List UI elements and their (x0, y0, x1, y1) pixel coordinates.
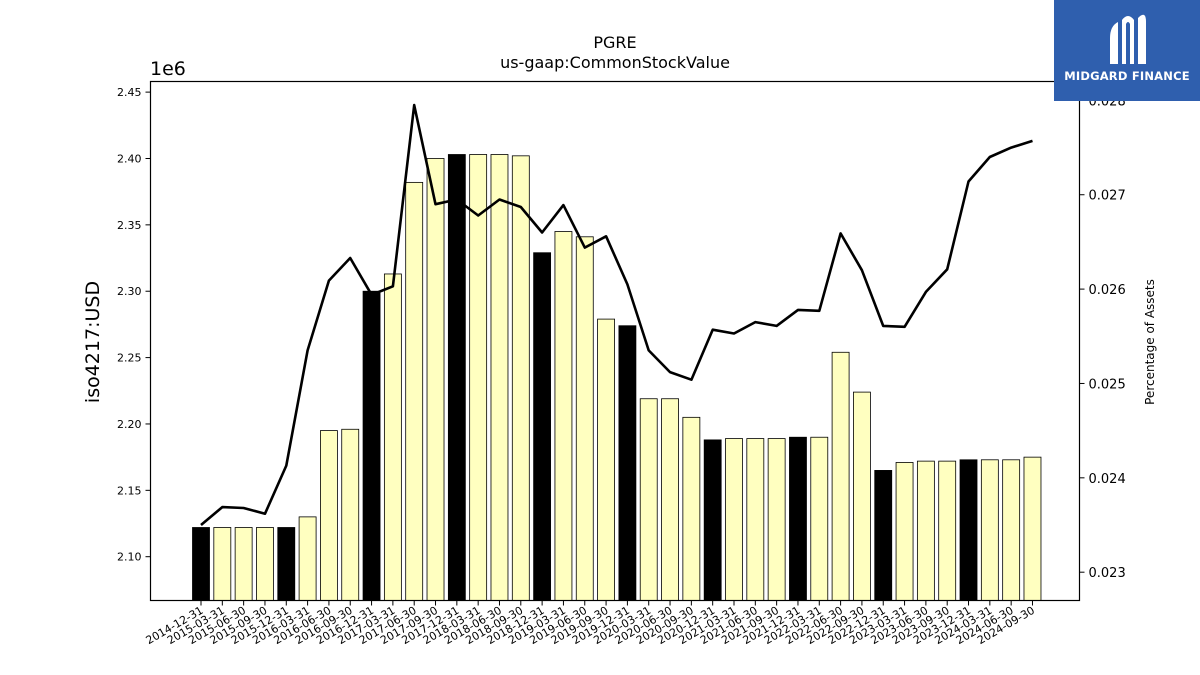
y2-tick-label: 0.023 (1089, 566, 1126, 581)
bar-2022-06-30 (831, 351, 850, 601)
bar-2020-12-31 (703, 439, 722, 601)
line-series (200, 103, 1033, 526)
bar-2021-09-30 (767, 438, 786, 601)
y-tick-label: 2.10 (117, 551, 142, 564)
bar-2020-06-30 (661, 398, 679, 601)
chart-title: PGRE (593, 33, 636, 52)
y2-tick-label: 0.024 (1089, 472, 1126, 487)
y-tick-label: 2.40 (117, 152, 142, 165)
bar-2015-09-30 (256, 527, 274, 601)
bar-2023-06-30 (916, 460, 935, 601)
bar-2019-12-31 (618, 325, 637, 601)
x-axis-ticks: 2014-12-312015-03-312015-06-302015-09-30… (144, 600, 1037, 647)
y-tick-label: 2.20 (117, 418, 142, 431)
logo-text: MIDGARD FINANCE (1064, 69, 1190, 83)
bar-2018-12-31 (533, 252, 552, 601)
bar-2015-06-30 (234, 527, 253, 601)
bar-2020-03-31 (639, 398, 658, 601)
y-tick-label: 2.15 (117, 484, 142, 497)
bar-2018-03-31 (469, 154, 488, 601)
bar-2016-03-31 (298, 516, 317, 601)
bar-2014-12-31 (192, 527, 210, 601)
bar-2024-06-30 (1002, 459, 1021, 601)
bar-2021-12-31 (789, 436, 807, 601)
bar-2020-09-30 (682, 416, 701, 601)
y-tick-label: 2.35 (117, 219, 142, 232)
y-axis-label: iso4217:USD (82, 281, 104, 403)
bar-2018-09-30 (511, 155, 530, 601)
y-axis-ticks: 2.10 2.15 2.20 2.25 2.30 2.35 2.40 2.45 (117, 86, 151, 564)
bar-2023-03-31 (895, 462, 914, 601)
bar-2021-06-30 (746, 438, 765, 601)
bar-series (192, 154, 1042, 601)
bar-2016-12-31 (362, 290, 381, 601)
bar-2024-03-31 (980, 459, 999, 601)
y2-tick-label: 0.025 (1089, 377, 1126, 392)
bar-2021-03-31 (725, 438, 743, 601)
y2-axis-label: Percentage of Assets (1143, 279, 1157, 405)
plot-frame (149, 80, 1081, 602)
y-offset-label: 1e6 (150, 58, 186, 80)
y-tick-label: 2.25 (117, 352, 142, 365)
bar-2022-03-31 (810, 436, 829, 601)
chart-subtitle: us-gaap:CommonStockValue (500, 53, 730, 72)
bar-2016-06-30 (320, 430, 338, 601)
bar-2017-09-30 (426, 158, 445, 601)
bar-2018-06-30 (490, 154, 509, 601)
bar-2017-03-31 (383, 273, 402, 601)
y-tick-label: 2.30 (117, 285, 142, 298)
midgard-logo-icon (1110, 14, 1146, 65)
bar-2019-03-31 (554, 231, 573, 601)
y2-tick-label: 0.027 (1089, 189, 1126, 204)
y2-tick-label: 0.026 (1089, 283, 1126, 298)
bar-2016-09-30 (341, 428, 360, 601)
bar-2024-09-30 (1023, 456, 1042, 601)
bar-2015-12-31 (277, 527, 296, 601)
bar-2022-09-30 (853, 391, 871, 601)
bar-2023-12-31 (959, 459, 978, 601)
bar-2022-12-31 (874, 470, 893, 601)
bar-2017-06-30 (405, 181, 424, 601)
bar-2019-09-30 (597, 318, 615, 601)
bar-2015-03-31 (213, 527, 232, 601)
bar-2019-06-30 (575, 236, 594, 601)
bar-2023-09-30 (938, 460, 957, 601)
bar-2017-12-31 (447, 154, 466, 601)
logo: MIDGARD FINANCE (1054, 0, 1200, 101)
percentage-line (200, 103, 1033, 526)
y-tick-label: 2.45 (117, 86, 142, 99)
